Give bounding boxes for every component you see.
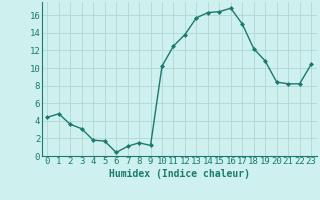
X-axis label: Humidex (Indice chaleur): Humidex (Indice chaleur) [109,169,250,179]
